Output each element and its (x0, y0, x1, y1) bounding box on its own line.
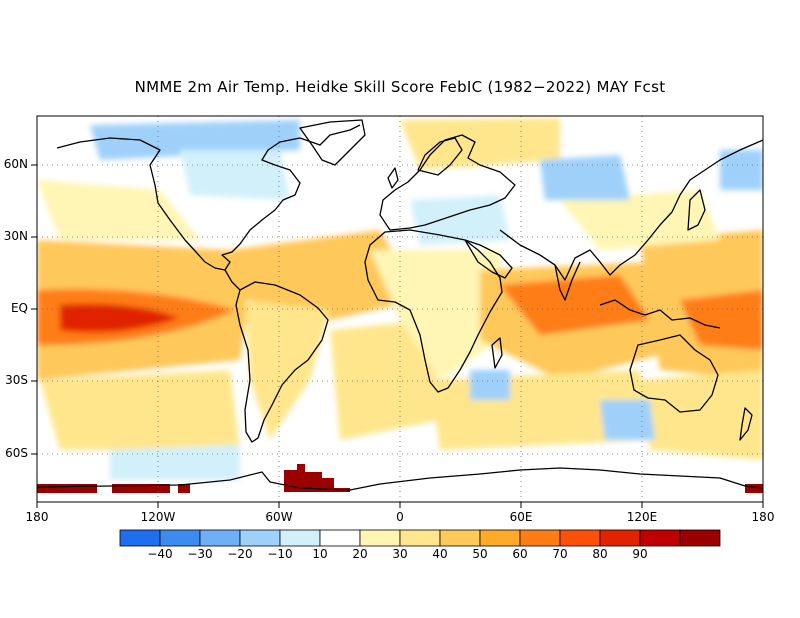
colorbar-label: 60 (512, 547, 528, 561)
patch-spac (40, 370, 240, 450)
coast-central-america (224, 269, 241, 291)
colorbar-swatch (159, 529, 201, 547)
colorbar-swatch (119, 529, 161, 547)
lat-label-60n: 60N (3, 157, 28, 171)
patch-pacific-red (60, 303, 180, 333)
colorbar-label: 10 (312, 547, 328, 561)
colorbar-swatch (359, 529, 401, 547)
lat-label-30n: 30N (3, 229, 28, 243)
lon-label-120w: 120W (140, 510, 176, 524)
block-4 (284, 464, 350, 492)
colorbar (119, 529, 721, 547)
coast-indonesia (599, 299, 721, 329)
colorbar-label: 80 (592, 547, 608, 561)
colorbar-label: 90 (632, 547, 648, 561)
lon-label-60e: 60E (509, 510, 533, 524)
map-title: NMME 2m Air Temp. Heidke Skill Score Feb… (134, 78, 666, 96)
colorbar-label: 50 (472, 547, 488, 561)
coast-scandinavia (417, 137, 463, 176)
coast-australia (629, 334, 719, 413)
colorbar-label: 70 (552, 547, 568, 561)
skill-field (37, 116, 763, 502)
patch-cool-asia2 (720, 150, 763, 190)
colorbar-swatch (239, 529, 281, 547)
lat-label-eq: EQ (10, 301, 28, 315)
block-1 (37, 484, 97, 493)
coast-europe (379, 134, 516, 231)
colorbar-swatch (679, 529, 721, 547)
patch-wpac-core (680, 290, 763, 350)
patch-africa (370, 250, 500, 380)
patch-atl-s (330, 320, 440, 440)
colorbar-label: 30 (392, 547, 408, 561)
coastlines (37, 119, 763, 491)
lat-label-30s: 30S (5, 373, 28, 387)
lat-label-60s: 60S (5, 446, 28, 460)
patch-cool-eatl (470, 370, 510, 400)
colorbar-swatch (519, 529, 561, 547)
lon-label-0: 0 (396, 510, 404, 524)
graticule (37, 116, 763, 502)
colorbar-swatch (319, 529, 361, 547)
colorbar-swatch (279, 529, 321, 547)
coast-north-america (56, 124, 361, 271)
colorbar-label: −10 (267, 547, 293, 561)
coast-madagascar (491, 337, 503, 369)
block-5 (745, 484, 763, 493)
lon-label-120e: 120E (626, 510, 658, 524)
patch-cool-mideast (410, 195, 510, 245)
block-3 (178, 484, 190, 493)
patch-europe (400, 118, 560, 170)
skill-patches (37, 118, 763, 480)
coast-africa (364, 229, 503, 393)
lon-label-180e: 180 (751, 510, 775, 524)
coast-new-zealand (739, 407, 753, 441)
patch-npac (37, 180, 200, 240)
colorbar-swatch (199, 529, 241, 547)
patch-indian-core (500, 275, 650, 335)
coast-south-america (235, 281, 329, 443)
coast-asia (499, 139, 763, 281)
colorbar-swatch (479, 529, 521, 547)
coast-uk (387, 167, 399, 189)
colorbar-label: 40 (432, 547, 448, 561)
axis-ticks (31, 164, 764, 508)
lon-label-60w: 60W (265, 510, 293, 524)
coast-arabia (464, 239, 513, 279)
coast-japan (687, 189, 706, 231)
coast-antarctica (37, 467, 763, 491)
antarctic-blocks (37, 464, 763, 493)
colorbar-label: −30 (187, 547, 213, 561)
lon-label-180w: 180 (25, 510, 49, 524)
coast-india (539, 254, 581, 301)
colorbar-swatch (639, 529, 681, 547)
colorbar-label: −40 (147, 547, 173, 561)
patch-australia (640, 370, 763, 460)
patch-cool-canada (180, 150, 290, 200)
colorbar-swatch (439, 529, 481, 547)
patch-samerica (245, 300, 330, 440)
colorbar-swatch (399, 529, 441, 547)
patch-asia (560, 190, 720, 250)
patch-cool-sind (600, 400, 655, 440)
colorbar-label: −20 (227, 547, 253, 561)
patch-cool-spac (110, 445, 240, 480)
colorbar-swatch (559, 529, 601, 547)
colorbar-swatch (599, 529, 641, 547)
coast-greenland (299, 119, 366, 166)
colorbar-label: 20 (352, 547, 368, 561)
patch-cool-asia (540, 155, 630, 200)
block-2 (112, 484, 170, 493)
